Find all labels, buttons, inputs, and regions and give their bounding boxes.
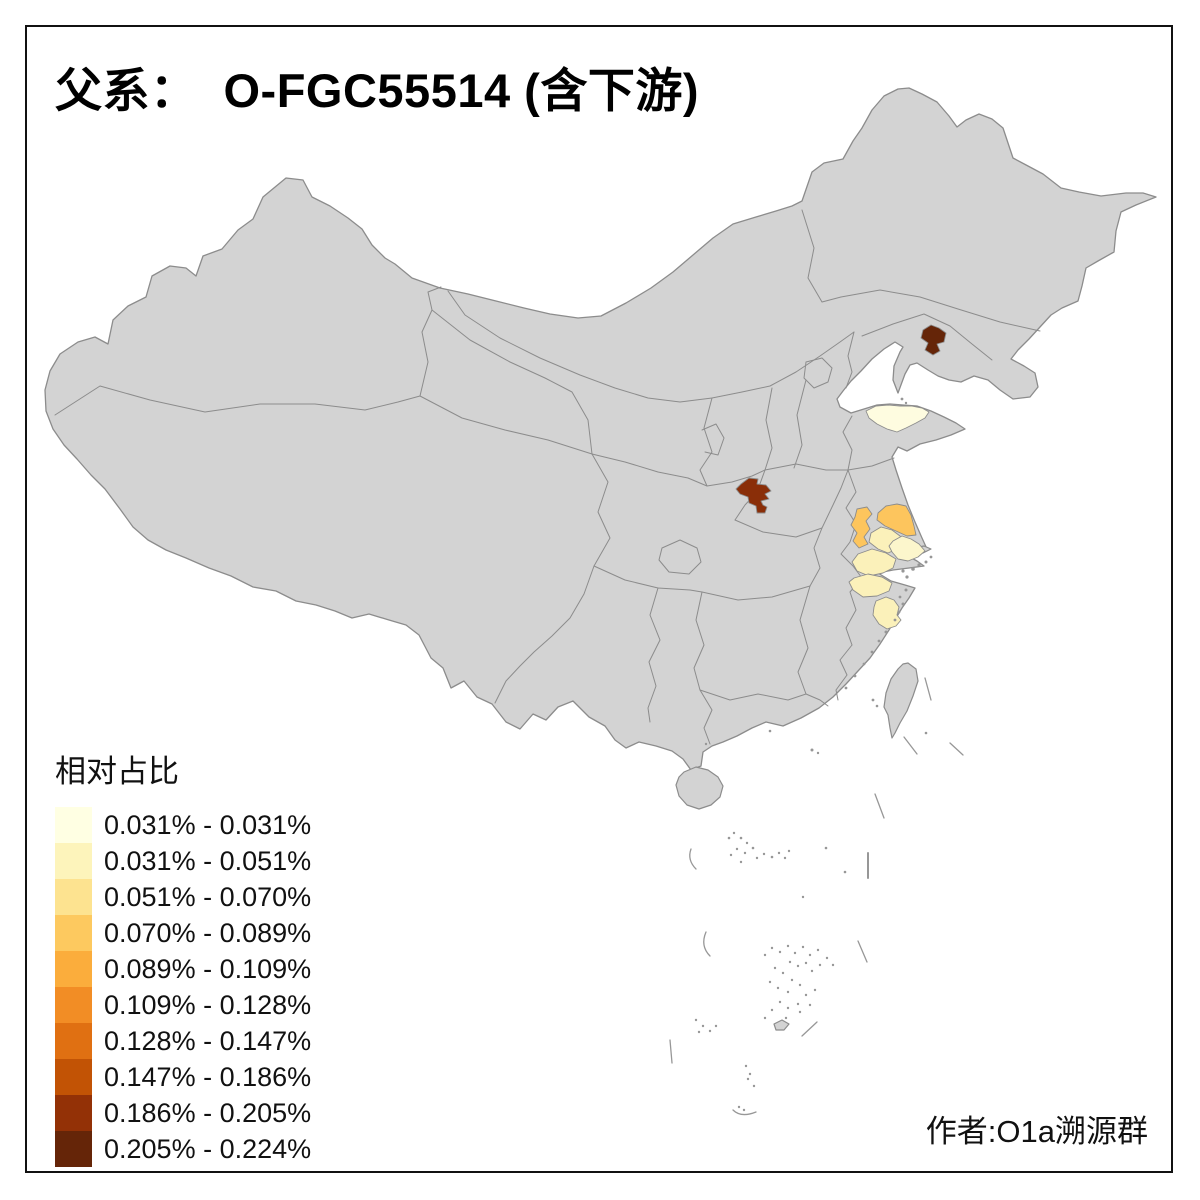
legend-color-swatch (55, 807, 92, 843)
legend-color-swatch (55, 879, 92, 915)
legend-color-swatch (55, 987, 92, 1023)
region-shandong-peninsula (865, 404, 930, 433)
title-haplogroup: O-FGC55514 (含下游) (223, 64, 699, 117)
title-prefix: 父系： (55, 64, 198, 117)
legend: 相对占比 0.031% - 0.031% 0.031% - 0.051% 0.051… (55, 746, 311, 1167)
legend-item: 0.089% - 0.109% (55, 951, 311, 987)
legend-item: 0.147% - 0.186% (55, 1059, 311, 1095)
region-jiangsu-coast-north (876, 503, 917, 537)
legend-item: 0.205% - 0.224% (55, 1131, 311, 1167)
legend-color-swatch (55, 1095, 92, 1131)
taiwan-island (883, 662, 919, 739)
legend-range-label: 0.128% - 0.147% (104, 1025, 312, 1056)
legend-item: 0.031% - 0.031% (55, 807, 311, 843)
coastal-island-specks (704, 397, 933, 746)
mainland-china-outline (44, 87, 1157, 771)
region-henan-central (735, 477, 772, 514)
legend-title: 相对占比 (55, 754, 179, 789)
legend-color-swatch (55, 1059, 92, 1095)
legend-item: 0.051% - 0.070% (55, 879, 311, 915)
legend-range-label: 0.089% - 0.109% (104, 953, 312, 984)
choropleth-regions (735, 324, 947, 630)
attribution-text: 作者:O1a溯源群 (925, 1114, 1148, 1149)
legend-range-label: 0.051% - 0.070% (104, 881, 312, 912)
legend-range-label: 0.109% - 0.128% (104, 989, 312, 1020)
province-borders (54, 209, 1041, 745)
legend-item: 0.109% - 0.128% (55, 987, 311, 1023)
legend-items: 0.031% - 0.031% 0.031% - 0.051% 0.051% - 0… (55, 807, 311, 1167)
region-jiangsu-coast-east (888, 535, 926, 562)
region-jiangsu-south (851, 548, 897, 577)
hainan-island (675, 766, 724, 810)
legend-color-swatch (55, 1131, 92, 1167)
legend-item: 0.186% - 0.205% (55, 1095, 311, 1131)
legend-range-label: 0.070% - 0.089% (104, 917, 312, 948)
legend-range-label: 0.031% - 0.051% (104, 845, 312, 876)
legend-item: 0.128% - 0.147% (55, 1023, 311, 1059)
legend-color-swatch (55, 843, 92, 879)
spratly-largest-reef (773, 1019, 790, 1031)
legend-item: 0.070% - 0.089% (55, 915, 311, 951)
region-liaoning-east (920, 324, 947, 356)
south-china-sea-reef-lines (669, 677, 964, 1116)
legend-range-label: 0.147% - 0.186% (104, 1061, 312, 1092)
figure-border-frame (25, 25, 1173, 1173)
legend-color-swatch (55, 1023, 92, 1059)
legend-range-label: 0.031% - 0.031% (104, 809, 312, 840)
region-zhejiang-coast (872, 596, 902, 630)
legend-range-label: 0.205% - 0.224% (104, 1133, 312, 1164)
legend-color-swatch (55, 951, 92, 987)
region-jiangsu-west (850, 506, 873, 549)
legend-item: 0.031% - 0.051% (55, 843, 311, 879)
region-zhejiang-north (848, 573, 893, 598)
legend-range-label: 0.186% - 0.205% (104, 1097, 312, 1128)
south-china-sea-islands (694, 748, 847, 1112)
legend-color-swatch (55, 915, 92, 951)
map-title: 父系： O-FGC55514 (含下游) (55, 52, 699, 121)
